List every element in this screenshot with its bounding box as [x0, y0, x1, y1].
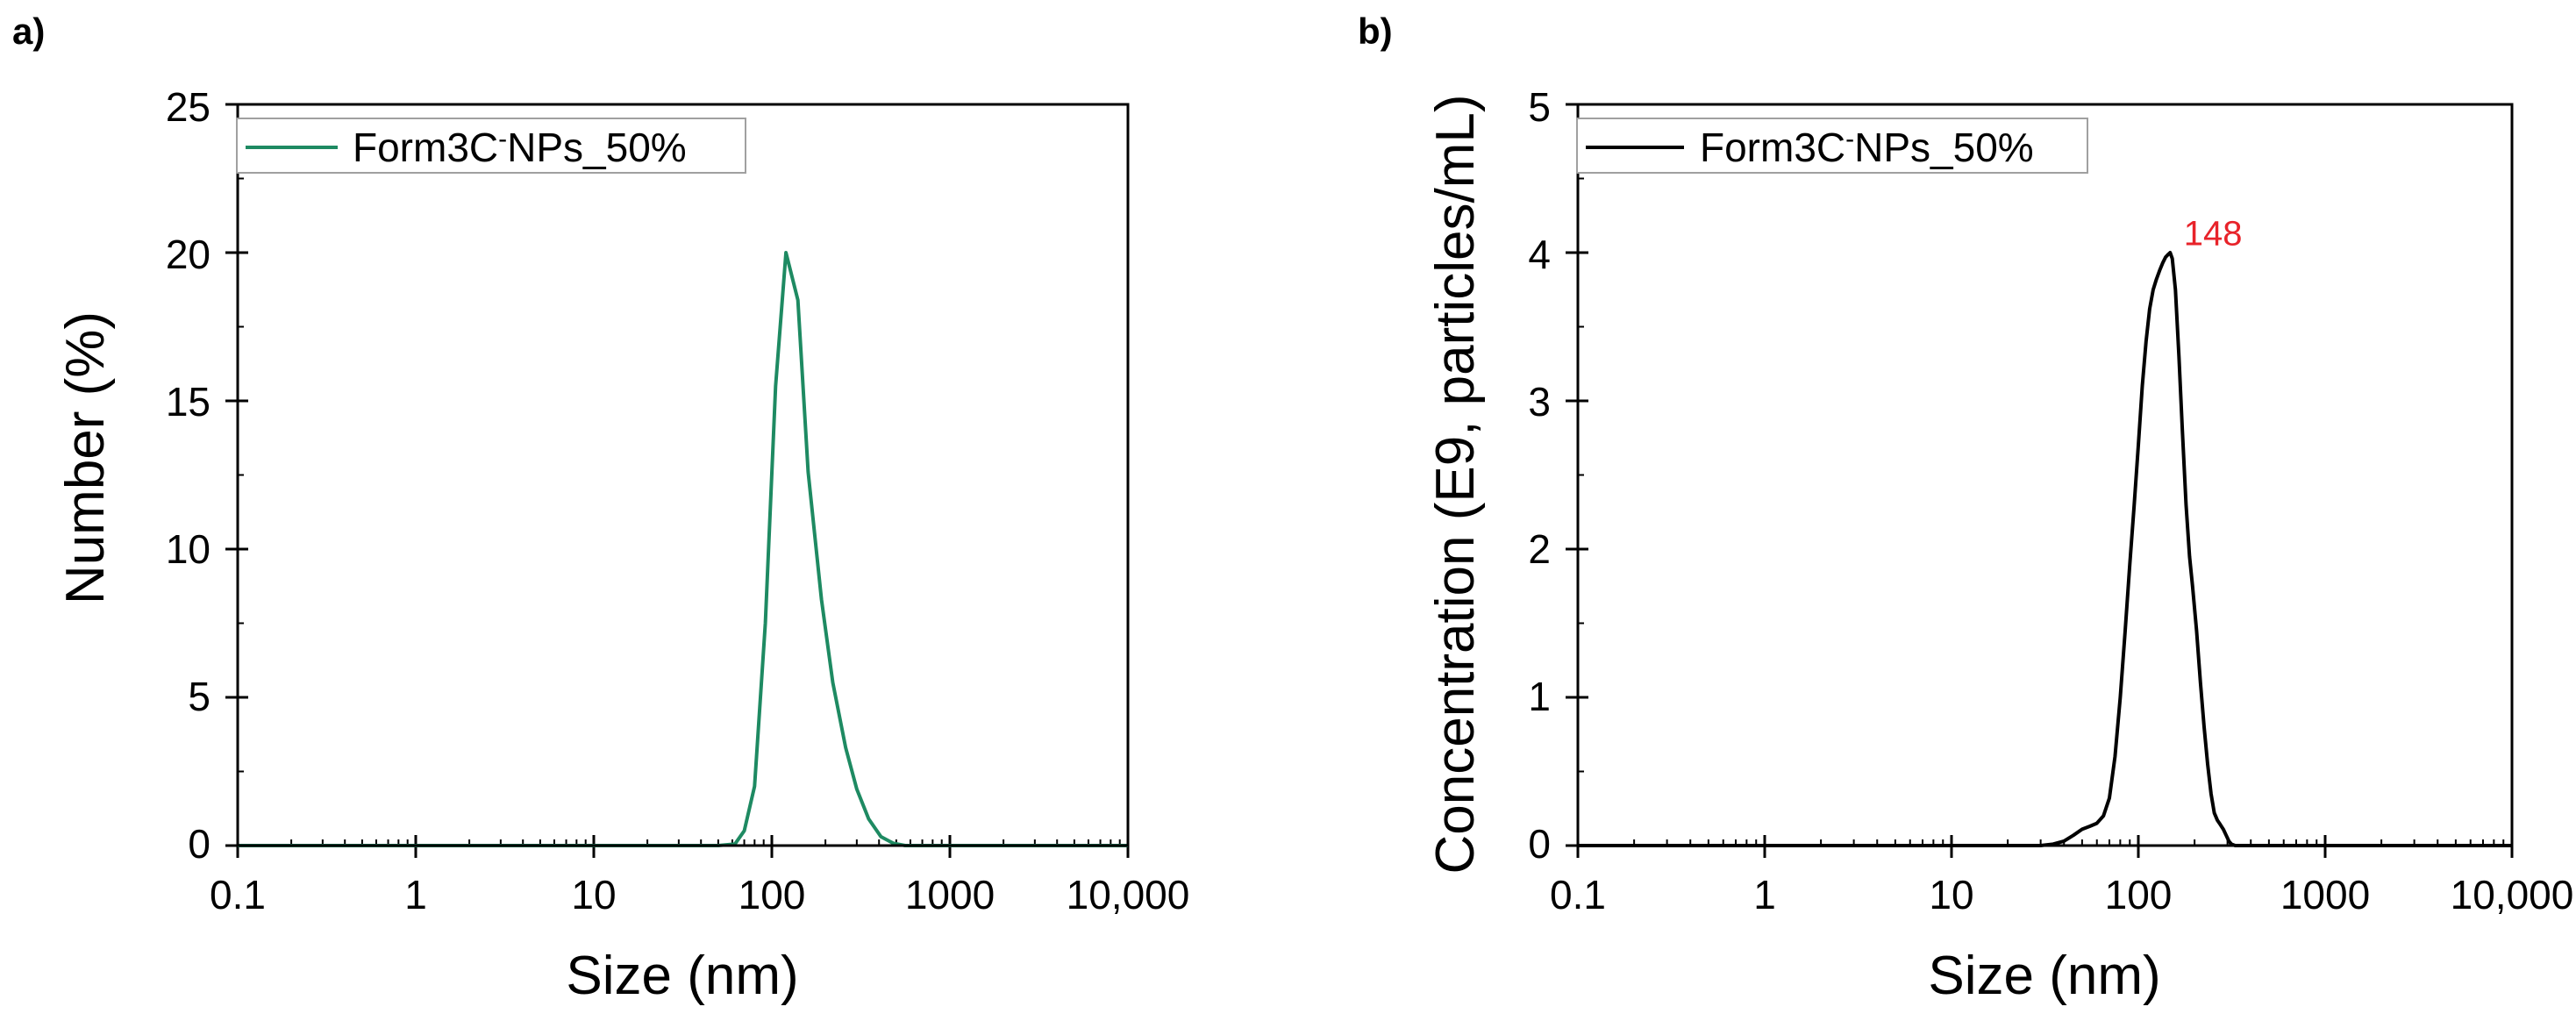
panel-b-xtick-label: 100 — [2105, 872, 2173, 917]
panel-b-xtick-label: 0.1 — [1550, 872, 1606, 917]
panel-a-legend-label-main: Form3C — [353, 125, 498, 170]
panel-b-ytick-label: 2 — [1528, 526, 1551, 572]
panel-b-xtick-label: 1 — [1753, 872, 1776, 917]
panel-b-legend-label-tail: NPs_50% — [1854, 125, 2034, 170]
panel-a-x-axis-title: Size (nm) — [566, 946, 798, 1006]
panel-a-major-ticks — [225, 103, 1130, 858]
panel-a-ytick-label: 5 — [188, 674, 211, 719]
panel-b-minor-ticks — [1578, 177, 2505, 846]
panel-a-series-line — [238, 251, 1128, 847]
panel-b-series-line — [1578, 251, 2512, 847]
panel-a-ytick-label: 0 — [188, 821, 211, 867]
panel-a-label: a) — [12, 11, 45, 52]
panel-a: a) 0.1 1 10 100 1000 10,000 0 5 10 15 20… — [12, 11, 1189, 1006]
panel-b-xtick-label: 10,000 — [2451, 872, 2574, 917]
panel-b-legend-label: Form3C-NPs_50% — [1700, 125, 2034, 170]
panel-a-xtick-label: 10 — [571, 872, 616, 917]
panel-a-xtick-label: 10,000 — [1067, 872, 1190, 917]
panel-b-plot-frame — [1576, 103, 2514, 847]
panel-b-x-axis-title: Size (nm) — [1928, 946, 2160, 1006]
panel-a-legend: Form3C-NPs_50% — [236, 118, 746, 174]
panel-a-minor-ticks — [238, 177, 1121, 846]
panel-a-xtick-label: 1000 — [905, 872, 995, 917]
panel-a-xtick-label: 0.1 — [210, 872, 266, 917]
panel-b-label: b) — [1358, 11, 1393, 52]
panel-a-legend-label-sup: - — [498, 125, 507, 154]
panel-b-ytick-label: 3 — [1528, 379, 1551, 425]
panel-b-xtick-label: 1000 — [2280, 872, 2370, 917]
panel-a-y-axis-title: Number (%) — [55, 311, 116, 604]
panel-b: b) 0.1 1 10 100 1000 10,000 0 1 2 3 4 5 … — [1358, 11, 2573, 1006]
panel-b-major-ticks — [1566, 103, 2514, 858]
panel-b-legend-label-sup: - — [1845, 125, 1854, 154]
panel-a-ytick-label: 25 — [166, 84, 211, 130]
panel-a-xtick-label: 100 — [739, 872, 806, 917]
panel-b-legend-label-main: Form3C — [1700, 125, 1845, 170]
panel-a-plot-frame — [236, 103, 1130, 847]
panel-a-ytick-label: 15 — [166, 379, 211, 425]
panel-a-ytick-label: 20 — [166, 232, 211, 277]
panel-a-legend-label-tail: NPs_50% — [507, 125, 687, 170]
panel-b-y-axis-title: Concentration (E9, particles/mL) — [1425, 94, 1486, 874]
panel-b-ytick-label: 0 — [1528, 821, 1551, 867]
panel-a-legend-label: Form3C-NPs_50% — [353, 125, 687, 170]
panel-a-xtick-label: 1 — [404, 872, 427, 917]
panel-b-ytick-label: 1 — [1528, 674, 1551, 719]
panel-b-legend: Form3C-NPs_50% — [1576, 118, 2088, 174]
panel-b-ytick-label: 4 — [1528, 232, 1551, 277]
panel-b-xtick-label: 10 — [1929, 872, 1973, 917]
panel-b-peak-annotation: 148 — [2184, 215, 2243, 253]
panel-a-ytick-label: 10 — [166, 526, 211, 572]
panel-b-ytick-label: 5 — [1528, 84, 1551, 130]
